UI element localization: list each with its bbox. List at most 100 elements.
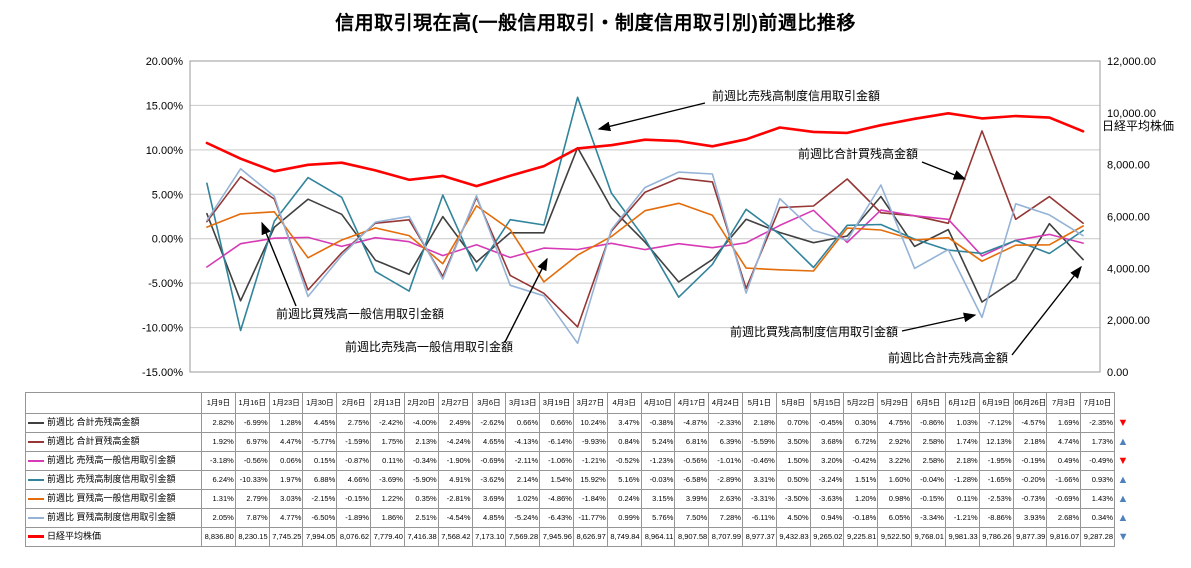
value-cell: -6.58%	[674, 470, 710, 490]
value-cell: 9,877.39	[1012, 527, 1048, 547]
data-table-container: 1月9日 1月16日 1月23日 1月30日 2月6日 2月13日 2月20日 2月27日 3月…	[25, 392, 1132, 547]
table-row: 前週比 合計売残高金額 2.82% -6.99% 1.28% 4.45% 2.75% -2.…	[25, 413, 1132, 433]
table-row: 前週比 合計買残高金額 1.92% 6.97% 4.47% -5.77% -1.59% 1.…	[25, 432, 1132, 452]
row-label: 前週比 売残高一般信用取引金額	[47, 455, 176, 466]
value-cell: 9,522.50	[877, 527, 913, 547]
trend-arrow-cell: ▲	[1115, 490, 1132, 509]
value-cell: 4.45%	[302, 413, 338, 433]
value-cell: -3.34%	[911, 508, 946, 528]
table-row: 前週比 買残高一般信用取引金額 1.31% 2.79% 3.03% -2.15% -0.1…	[25, 489, 1132, 509]
value-cell: 0.70%	[775, 413, 811, 433]
date-header: 2月13日	[370, 392, 405, 414]
value-cell: 9,981.33	[944, 527, 980, 547]
value-cell: 2.75%	[336, 413, 372, 433]
value-cell: 9,265.02	[809, 527, 845, 547]
date-header: 4月3日	[606, 392, 642, 414]
value-cell: 4.47%	[268, 432, 304, 452]
value-cell: 9,816.07	[1046, 527, 1082, 547]
value-cell: 8,907.58	[674, 527, 710, 547]
left-axis-label: -5.00%	[148, 278, 183, 290]
trend-up-arrow-icon: ▲	[1117, 473, 1129, 486]
value-cell: 2.63%	[708, 489, 743, 509]
date-header: 3月6日	[471, 392, 507, 414]
value-cell: 5.24%	[640, 432, 676, 452]
value-cell: -0.42%	[843, 451, 879, 471]
chart-title: 信用取引現在高(一般信用取引・制度信用取引別)前週比推移	[335, 13, 856, 34]
date-header: 6月5日	[911, 392, 946, 414]
value-cell: -5.59%	[742, 432, 777, 452]
left-axis-label: 20.00%	[146, 56, 184, 68]
right-axis-label: 2,000.00	[1107, 315, 1150, 327]
value-cell: -2.33%	[708, 413, 743, 433]
row-label-cell: 前週比 合計買残高金額	[25, 432, 202, 452]
value-cell: -0.69%	[1046, 489, 1082, 509]
legend-line-sample	[28, 459, 44, 462]
date-header: 7月10日	[1080, 392, 1115, 414]
value-cell: 12.13%	[978, 432, 1014, 452]
value-cell: 0.35%	[403, 489, 439, 509]
value-cell: -0.38%	[640, 413, 676, 433]
arrow-column-header	[1115, 393, 1132, 414]
value-cell: 3.03%	[268, 489, 304, 509]
trend-arrow-cell: ▼	[1115, 414, 1132, 433]
date-header: 4月10日	[640, 392, 676, 414]
row-label-cell: 前週比 買残高制度信用取引金額	[25, 508, 202, 528]
value-cell: 3.47%	[606, 413, 642, 433]
value-cell: -1.65%	[978, 470, 1014, 490]
value-cell: -6.43%	[539, 508, 574, 528]
value-cell: -4.57%	[1012, 413, 1048, 433]
value-cell: 0.24%	[606, 489, 642, 509]
data-table: 1月9日 1月16日 1月23日 1月30日 2月6日 2月13日 2月20日 2月27日 3月…	[25, 392, 1132, 547]
date-header: 6月12日	[944, 392, 980, 414]
trend-arrow-cell: ▼	[1115, 452, 1132, 471]
chart-annotation: 前週比買残高制度信用取引金額	[730, 324, 898, 339]
right-axis-label: 4,000.00	[1107, 263, 1150, 275]
value-cell: 1.50%	[775, 451, 811, 471]
value-cell: -3.31%	[742, 489, 777, 509]
value-cell: 0.34%	[1080, 508, 1115, 528]
date-header: 5月29日	[877, 392, 913, 414]
row-label-cell: 前週比 売残高一般信用取引金額	[25, 451, 202, 471]
value-cell: 2.18%	[1012, 432, 1048, 452]
value-cell: 7,416.38	[403, 527, 439, 547]
value-cell: -10.33%	[234, 470, 270, 490]
value-cell: 0.06%	[268, 451, 304, 471]
trend-up-arrow-icon: ▲	[1117, 511, 1129, 524]
value-cell: 1.92%	[201, 432, 236, 452]
value-cell: -0.49%	[1080, 451, 1115, 471]
value-cell: 1.02%	[505, 489, 541, 509]
value-cell: 8,964.11	[640, 527, 676, 547]
date-header: 5月8日	[775, 392, 811, 414]
value-cell: 0.98%	[877, 489, 913, 509]
plot-border	[189, 60, 1101, 373]
value-cell: -5.90%	[403, 470, 439, 490]
value-cell: 1.03%	[944, 413, 980, 433]
value-cell: 2.18%	[944, 451, 980, 471]
row-label: 前週比 売残高制度信用取引金額	[47, 474, 176, 485]
value-cell: -1.21%	[944, 508, 980, 528]
value-cell: 1.22%	[370, 489, 405, 509]
left-axis-label: 5.00%	[152, 189, 183, 201]
value-cell: 9,287.28	[1080, 527, 1115, 547]
series-line-5	[206, 168, 1084, 345]
legend-line-sample	[28, 535, 44, 539]
annotation-arrow-icon	[504, 257, 548, 343]
value-cell: 2.82%	[201, 413, 236, 433]
series-line-0	[206, 146, 1084, 303]
value-cell: 7.50%	[674, 508, 710, 528]
value-cell: -6.14%	[539, 432, 574, 452]
right-axis-label: 8,000.00	[1107, 160, 1150, 172]
value-cell: 1.51%	[843, 470, 879, 490]
value-cell: -0.52%	[606, 451, 642, 471]
trend-down-arrow-icon: ▼	[1117, 416, 1129, 429]
value-cell: 6.24%	[201, 470, 236, 490]
value-cell: 0.99%	[606, 508, 642, 528]
series-line-4	[206, 202, 1084, 283]
value-cell: 10.24%	[572, 413, 608, 433]
value-cell: -4.87%	[674, 413, 710, 433]
value-cell: 0.94%	[809, 508, 845, 528]
date-header: 3月19日	[539, 392, 574, 414]
legend-line-sample	[28, 516, 44, 519]
value-cell: -3.63%	[809, 489, 845, 509]
left-axis-label: 0.00%	[152, 234, 183, 246]
